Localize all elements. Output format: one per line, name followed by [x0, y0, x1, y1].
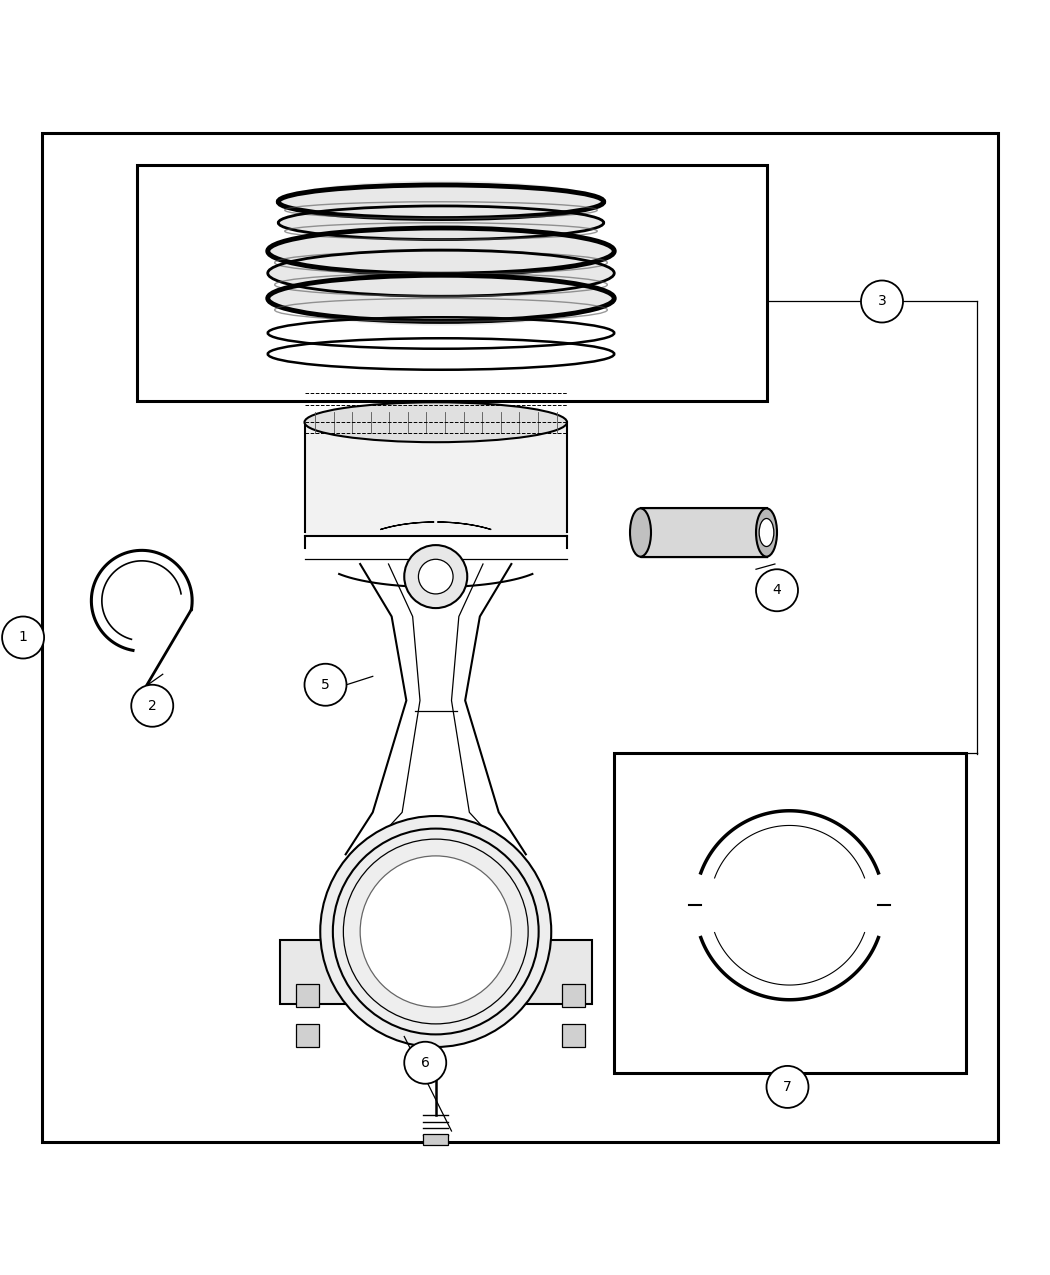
Text: 2: 2: [148, 699, 156, 713]
Circle shape: [404, 546, 467, 608]
Ellipse shape: [268, 224, 614, 278]
Ellipse shape: [278, 181, 604, 223]
Ellipse shape: [759, 519, 774, 547]
Bar: [640, 509, 766, 557]
Bar: [563, 1024, 586, 1047]
Ellipse shape: [268, 246, 614, 301]
Bar: [304, 422, 567, 536]
Bar: [279, 940, 592, 1003]
Circle shape: [766, 1066, 808, 1108]
Bar: [423, 1135, 448, 1145]
Text: 3: 3: [878, 295, 886, 309]
Circle shape: [304, 664, 347, 706]
Circle shape: [404, 1042, 446, 1084]
Ellipse shape: [630, 509, 651, 557]
Circle shape: [320, 816, 551, 1047]
Bar: [614, 754, 966, 1074]
Circle shape: [756, 569, 798, 611]
Text: 5: 5: [321, 678, 330, 692]
Circle shape: [2, 617, 44, 658]
Circle shape: [418, 560, 454, 594]
Text: 6: 6: [421, 1056, 429, 1070]
Text: 4: 4: [773, 583, 781, 597]
Circle shape: [360, 856, 511, 1007]
Ellipse shape: [756, 509, 777, 557]
Bar: [136, 164, 766, 402]
Text: 7: 7: [783, 1080, 792, 1094]
Text: 1: 1: [19, 631, 27, 644]
Bar: [563, 984, 586, 1007]
Circle shape: [131, 685, 173, 727]
Bar: [296, 1024, 319, 1047]
Ellipse shape: [268, 272, 614, 325]
Ellipse shape: [304, 404, 567, 440]
Ellipse shape: [304, 403, 567, 442]
Ellipse shape: [278, 201, 604, 244]
Bar: [296, 984, 319, 1007]
Circle shape: [861, 280, 903, 323]
